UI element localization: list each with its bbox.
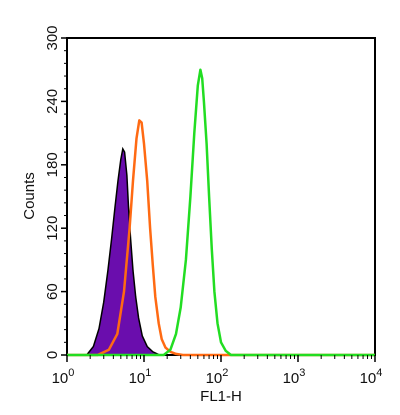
x-axis-label: FL1-H <box>200 388 242 405</box>
y-axis-label: Counts <box>21 172 38 220</box>
y-tick-label: 240 <box>44 89 61 114</box>
x-tick-label: 103 <box>283 367 306 387</box>
y-tick-label: 180 <box>44 152 61 177</box>
y-tick-label: 0 <box>44 351 61 359</box>
series-layer <box>67 68 375 357</box>
x-tick-label: 104 <box>360 367 383 387</box>
x-tick-label: 101 <box>129 367 152 387</box>
y-tick-label: 60 <box>44 283 61 300</box>
x-tick-label: 102 <box>206 367 229 387</box>
y-tick-label: 300 <box>44 25 61 50</box>
x-tick-label: 100 <box>52 367 75 387</box>
series-1-line <box>67 119 375 357</box>
series-2-line <box>67 68 375 357</box>
series-0-area <box>85 146 161 356</box>
y-tick-label: 120 <box>44 216 61 241</box>
